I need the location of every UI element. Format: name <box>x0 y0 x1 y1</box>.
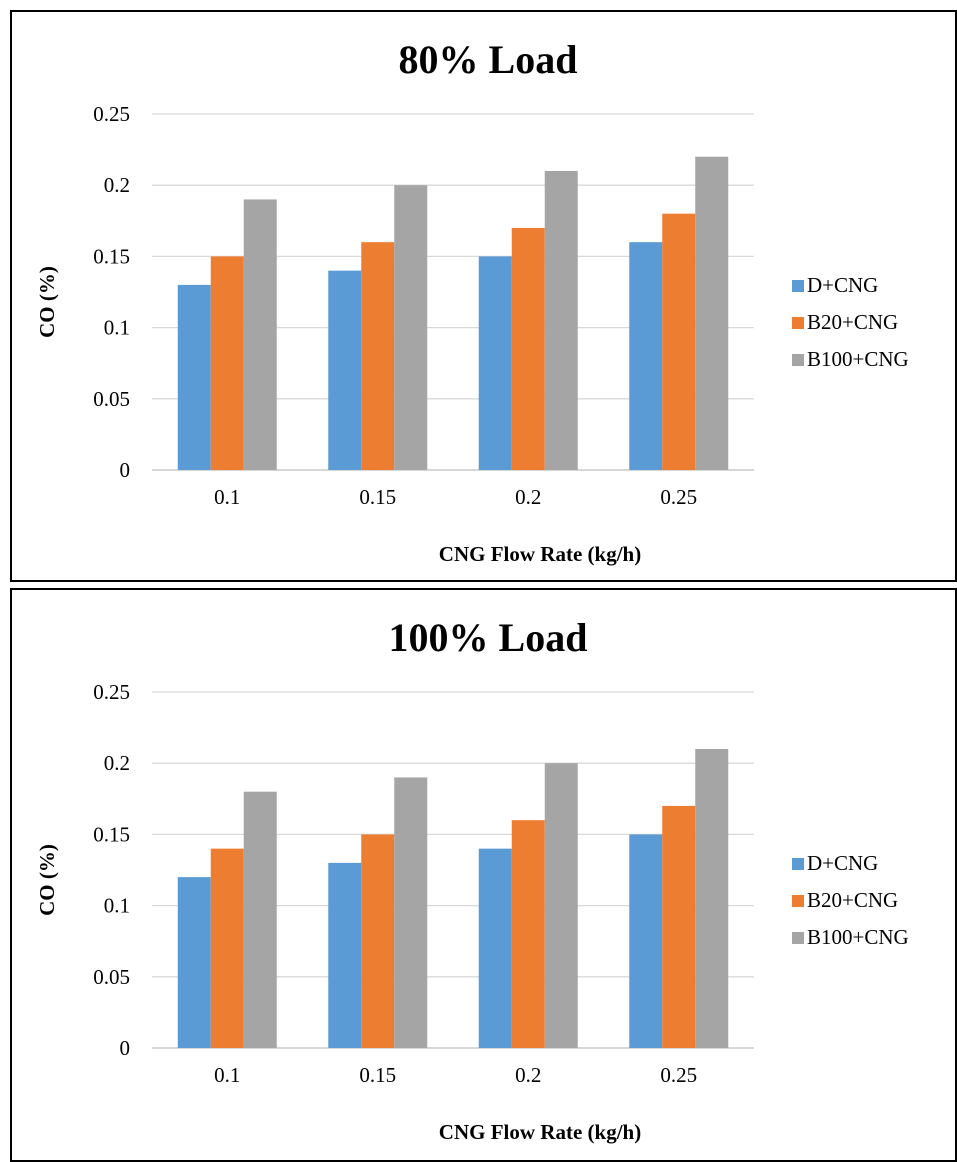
x-tick-label: 0.1 <box>214 485 240 509</box>
chart-100-load: 100% Load 0 0.05 0.1 0.15 0.2 0.25 0.1 0.15 0.2… <box>35 615 909 1144</box>
bar <box>394 185 428 470</box>
bar <box>544 170 578 470</box>
bar <box>361 242 395 470</box>
y-tick-label: 0.15 <box>93 822 130 846</box>
legend-swatch <box>792 317 804 329</box>
bar <box>662 805 696 1048</box>
y-tick-label: 0.25 <box>93 102 130 126</box>
x-axis-label: CNG Flow Rate (kg/h) <box>439 542 641 566</box>
bar <box>544 763 578 1048</box>
bar <box>478 256 512 470</box>
x-tick-label: 0.15 <box>359 1063 396 1087</box>
legend-swatch <box>792 354 804 366</box>
y-tick-label: 0.1 <box>104 894 130 918</box>
y-tick-label: 0.05 <box>93 387 130 411</box>
legend-label: D+CNG <box>807 273 878 297</box>
chart-panel-80-load: 80% Load 0 0.05 0.1 0.15 0.2 0.25 0.1 0.15 0.2 0… <box>10 10 957 582</box>
bar <box>177 284 211 470</box>
x-tick-label: 0.1 <box>214 1063 240 1087</box>
x-tick-label: 0.25 <box>660 485 697 509</box>
bar <box>695 156 729 470</box>
bar <box>328 862 362 1048</box>
legend: D+CNG B20+CNG B100+CNG <box>792 273 909 371</box>
y-tick-label: 0 <box>120 1036 131 1060</box>
legend-swatch <box>792 858 804 870</box>
y-tick-label: 0 <box>120 458 131 482</box>
y-tick-label: 0.25 <box>93 680 130 704</box>
chart-panel-100-load: 100% Load 0 0.05 0.1 0.15 0.2 0.25 0.1 0.15 0.2… <box>10 588 957 1162</box>
legend-swatch <box>792 932 804 944</box>
bar <box>394 777 428 1048</box>
bar <box>478 848 512 1048</box>
y-tick-label: 0.2 <box>104 173 130 197</box>
chart-title: 100% Load <box>389 615 588 660</box>
bar <box>210 848 244 1048</box>
y-tick-label: 0.2 <box>104 751 130 775</box>
y-tick-label: 0.15 <box>93 244 130 268</box>
legend-label: B20+CNG <box>807 310 898 334</box>
y-tick-label: 0.05 <box>93 965 130 989</box>
x-tick-label: 0.15 <box>359 485 396 509</box>
chart-80-load: 80% Load 0 0.05 0.1 0.15 0.2 0.25 0.1 0.15 0.2 0… <box>35 37 909 566</box>
bar <box>629 242 663 470</box>
bar <box>662 213 696 470</box>
bar <box>243 199 277 470</box>
bar <box>210 256 244 470</box>
bar <box>361 834 395 1048</box>
bar <box>695 748 729 1048</box>
bar <box>629 834 663 1048</box>
legend-label: D+CNG <box>807 851 878 875</box>
legend-label: B100+CNG <box>807 925 909 949</box>
bar <box>511 227 545 470</box>
legend-swatch <box>792 895 804 907</box>
x-tick-label: 0.2 <box>515 1063 541 1087</box>
x-tick-label: 0.25 <box>660 1063 697 1087</box>
x-tick-label: 0.2 <box>515 485 541 509</box>
bar <box>328 270 362 470</box>
legend-label: B100+CNG <box>807 347 909 371</box>
y-axis-label: CO (%) <box>35 844 59 916</box>
bar <box>177 877 211 1048</box>
chart-title: 80% Load <box>399 37 578 82</box>
legend-swatch <box>792 280 804 292</box>
legend: D+CNG B20+CNG B100+CNG <box>792 851 909 949</box>
bar <box>243 791 277 1048</box>
y-axis-label: CO (%) <box>35 266 59 338</box>
y-tick-label: 0.1 <box>104 316 130 340</box>
bar <box>511 820 545 1048</box>
legend-label: B20+CNG <box>807 888 898 912</box>
x-axis-label: CNG Flow Rate (kg/h) <box>439 1120 641 1144</box>
